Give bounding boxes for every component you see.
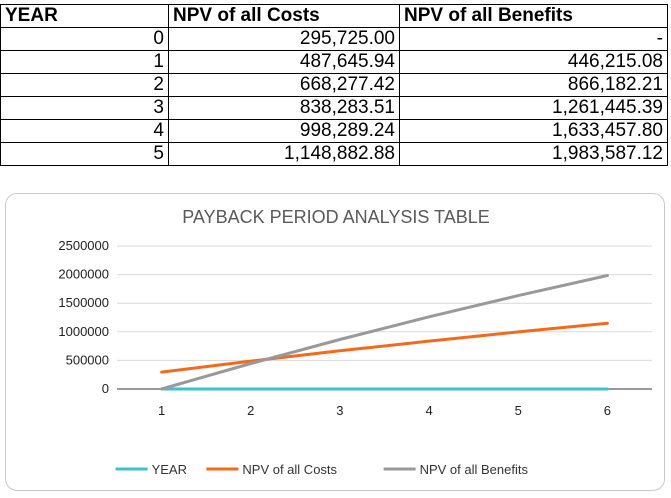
cell-year[interactable]: 1	[0, 50, 169, 74]
cell-year[interactable]: 5	[0, 142, 169, 166]
cell-year[interactable]: 2	[0, 73, 169, 97]
cell-npv-costs[interactable]: 838,283.51	[168, 96, 400, 120]
chart-series	[160, 274, 609, 391]
y-tick-label: 1000000	[58, 324, 109, 339]
table-row: 5 1,148,882.88 1,983,587.12	[0, 142, 668, 166]
table-row: 3 838,283.51 1,261,445.39	[0, 96, 668, 120]
table-row: 1 487,645.94 446,215.08	[0, 50, 668, 74]
table-header-row: YEAR NPV of all Costs NPV of all Benefit…	[0, 4, 668, 28]
payback-chart[interactable]: PAYBACK PERIOD ANALYSIS TABLE 0 500000 100…	[5, 193, 665, 491]
cell-npv-benefits[interactable]: 446,215.08	[399, 50, 668, 74]
table-row: 2 668,277.42 866,182.21	[0, 73, 668, 97]
cell-year[interactable]: 3	[0, 96, 169, 120]
chart-title[interactable]: PAYBACK PERIOD ANALYSIS TABLE	[182, 207, 489, 227]
y-tick-label: 2500000	[58, 238, 109, 253]
x-tick-label: 4	[425, 403, 432, 418]
cell-npv-costs[interactable]: 1,148,882.88	[168, 142, 400, 166]
legend-label: NPV of all Benefits	[420, 462, 529, 477]
legend-item[interactable]: NPV of all Benefits	[383, 462, 529, 477]
cell-npv-benefits[interactable]: 1,261,445.39	[399, 96, 668, 120]
legend-label: YEAR	[152, 462, 187, 477]
legend-label: NPV of all Costs	[242, 462, 337, 477]
cell-npv-benefits[interactable]: -	[399, 27, 668, 51]
legend-item[interactable]: YEAR	[115, 462, 187, 477]
chart-legend[interactable]: YEAR NPV of all Costs NPV of all Benefits	[115, 462, 529, 477]
y-tick-label: 2000000	[58, 267, 109, 282]
y-tick-label: 0	[102, 381, 109, 396]
header-npv-benefits[interactable]: NPV of all Benefits	[399, 4, 668, 28]
cell-year[interactable]: 4	[0, 119, 169, 143]
cell-npv-costs[interactable]: 668,277.42	[168, 73, 400, 97]
cell-npv-benefits[interactable]: 866,182.21	[399, 73, 668, 97]
legend-item[interactable]: NPV of all Costs	[206, 462, 338, 477]
cell-npv-costs[interactable]: 998,289.24	[168, 119, 400, 143]
x-tick-label: 6	[604, 403, 611, 418]
series-line-npv-of-all-benefits[interactable]	[160, 274, 609, 391]
cell-npv-benefits[interactable]: 1,983,587.12	[399, 142, 668, 166]
table-row: 0 295,725.00 -	[0, 27, 668, 51]
cell-year[interactable]: 0	[0, 27, 169, 51]
npv-table: YEAR NPV of all Costs NPV of all Benefit…	[0, 4, 668, 166]
x-tick-label: 1	[158, 403, 165, 418]
header-npv-costs[interactable]: NPV of all Costs	[168, 4, 400, 28]
y-tick-label: 500000	[66, 352, 109, 367]
chart-canvas: PAYBACK PERIOD ANALYSIS TABLE 0 500000 100…	[58, 207, 652, 477]
x-tick-label: 3	[336, 403, 343, 418]
header-year[interactable]: YEAR	[0, 4, 169, 28]
cell-npv-benefits[interactable]: 1,633,457.80	[399, 119, 668, 143]
cell-npv-costs[interactable]: 487,645.94	[168, 50, 400, 74]
chart-gridlines	[117, 245, 652, 361]
table-row: 4 998,289.24 1,633,457.80	[0, 119, 668, 143]
series-line-npv-of-all-costs[interactable]	[160, 321, 609, 374]
x-tick-label: 2	[247, 403, 254, 418]
y-tick-label: 1500000	[58, 295, 109, 310]
cell-npv-costs[interactable]: 295,725.00	[168, 27, 400, 51]
x-tick-label: 5	[515, 403, 522, 418]
